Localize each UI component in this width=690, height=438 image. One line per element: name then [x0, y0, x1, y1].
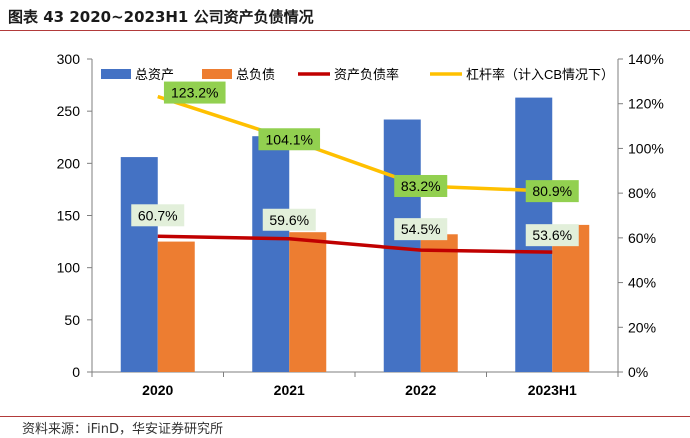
y-right-tick-label: 0%: [628, 364, 648, 380]
data-label: 53.6%: [532, 227, 572, 243]
x-tick-label: 2021: [274, 382, 305, 398]
y-right-tick-label: 40%: [628, 275, 656, 291]
data-label-bg: [258, 128, 321, 151]
data-label: 104.1%: [266, 131, 313, 147]
bar-total-assets: [120, 157, 158, 372]
source-note: 资料来源：iFinD，华安证券研究所: [22, 422, 224, 437]
y-right-tick-label: 20%: [628, 319, 656, 335]
y-left-tick-label: 150: [57, 208, 81, 224]
figure-title: 图表 43 2020~2023H1 公司资产负债情况: [8, 8, 314, 26]
y-left-tick-label: 100: [57, 260, 81, 276]
y-left-tick-label: 200: [57, 155, 81, 171]
data-label: 80.9%: [532, 183, 572, 199]
y-right-tick-label: 140%: [628, 51, 664, 67]
bar-total-liabilities: [157, 241, 195, 372]
data-label-bg: [525, 224, 579, 247]
legend-label: 资产负债率: [334, 67, 399, 82]
legend-label: 总负债: [236, 67, 275, 82]
y-right-tick-label: 80%: [628, 185, 656, 201]
data-label: 123.2%: [171, 85, 218, 101]
source-divider: [0, 416, 690, 417]
y-left-tick-label: 250: [57, 103, 81, 119]
series-line-debt-ratio: [157, 234, 553, 254]
bar-total-liabilities: [552, 224, 590, 372]
legend-label: 总资产: [135, 67, 174, 82]
data-label: 54.5%: [401, 221, 441, 237]
y-right-tick-label: 120%: [628, 96, 664, 112]
data-label-bg: [163, 81, 226, 104]
bar-total-assets: [252, 136, 290, 372]
data-label: 83.2%: [401, 178, 441, 194]
x-tick-label: 2020: [142, 382, 173, 398]
data-label-bg: [525, 180, 579, 203]
bar-total-liabilities: [420, 234, 458, 372]
series-line-leverage: [157, 94, 553, 193]
y-left-tick-label: 50: [64, 312, 80, 328]
legend-label: 杠杆率（计入CB情况下）: [466, 67, 614, 82]
data-label-bg: [262, 208, 316, 231]
data-label-bg: [394, 174, 448, 197]
data-label: 60.7%: [138, 207, 178, 223]
data-label-bg: [394, 218, 448, 241]
legend-swatch: [202, 69, 232, 79]
title-divider: [0, 30, 690, 31]
y-right-tick-label: 60%: [628, 230, 656, 246]
y-left-tick-label: 0: [72, 364, 80, 380]
legend-swatch: [101, 69, 131, 79]
data-label-bg: [131, 204, 185, 227]
bar-total-liabilities: [289, 232, 327, 372]
x-tick-label: 2022: [405, 382, 436, 398]
data-label: 59.6%: [269, 212, 309, 228]
x-tick-label: 2023H1: [528, 382, 577, 398]
y-left-tick-label: 300: [57, 51, 81, 67]
y-right-tick-label: 100%: [628, 140, 664, 156]
